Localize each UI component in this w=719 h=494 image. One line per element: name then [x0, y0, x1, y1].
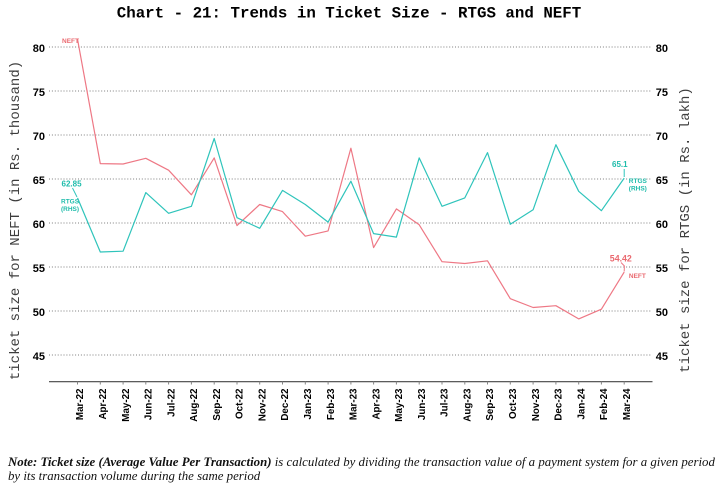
svg-text:Jan-23: Jan-23 — [303, 388, 314, 420]
svg-text:May-23: May-23 — [394, 388, 405, 422]
svg-text:65: 65 — [33, 175, 45, 187]
svg-text:60: 60 — [656, 219, 668, 231]
svg-text:Oct-23: Oct-23 — [508, 388, 519, 419]
svg-text:Aug-23: Aug-23 — [463, 388, 474, 422]
svg-text:Nov-23: Nov-23 — [531, 388, 542, 421]
svg-text:RTGS: RTGS — [629, 178, 648, 185]
svg-text:80: 80 — [33, 43, 45, 55]
svg-text:Jun-23: Jun-23 — [417, 388, 428, 420]
svg-text:Apr-23: Apr-23 — [371, 388, 382, 420]
svg-text:60: 60 — [33, 219, 45, 231]
svg-text:NEFT: NEFT — [629, 273, 646, 280]
svg-text:RTGS: RTGS — [61, 199, 80, 206]
svg-text:Mar-23: Mar-23 — [349, 388, 360, 420]
svg-text:65.1: 65.1 — [612, 160, 628, 169]
svg-text:75: 75 — [656, 87, 668, 99]
svg-text:Feb-24: Feb-24 — [599, 388, 610, 420]
svg-text:70: 70 — [33, 131, 45, 143]
svg-text:Mar-22: Mar-22 — [75, 388, 86, 420]
svg-text:Jun-22: Jun-22 — [144, 388, 155, 420]
svg-text:80: 80 — [656, 43, 668, 55]
svg-text:70: 70 — [656, 131, 668, 143]
svg-text:Jul-22: Jul-22 — [166, 388, 177, 417]
svg-text:Dec-22: Dec-22 — [280, 388, 291, 421]
svg-text:45: 45 — [33, 351, 45, 363]
svg-text:Mar-24: Mar-24 — [622, 388, 633, 420]
svg-text:(RHS): (RHS) — [61, 206, 79, 213]
svg-text:50: 50 — [656, 307, 668, 319]
svg-text:Chart - 21: Trends in Ticket S: Chart - 21: Trends in Ticket Size - RTGS… — [117, 5, 582, 23]
svg-text:62.85: 62.85 — [62, 180, 83, 189]
svg-text:ticket size for RTGS (in Rs. l: ticket size for RTGS (in Rs. lakh) — [678, 87, 694, 373]
svg-text:by its transaction volume duri: by its transaction volume during the sam… — [8, 469, 261, 483]
svg-text:ticket size for NEFT (in Rs. t: ticket size for NEFT (in Rs. thousand) — [8, 61, 24, 380]
svg-text:Apr-22: Apr-22 — [98, 388, 109, 420]
svg-text:75: 75 — [33, 87, 45, 99]
svg-text:45: 45 — [656, 351, 668, 363]
svg-text:Note: Ticket size (Average Val: Note: Ticket size (Average Value Per Tra… — [7, 455, 715, 469]
svg-text:Sep-22: Sep-22 — [212, 388, 223, 421]
svg-text:Feb-23: Feb-23 — [326, 388, 337, 420]
svg-text:55: 55 — [656, 263, 668, 275]
svg-text:55: 55 — [33, 263, 45, 275]
svg-text:Dec-23: Dec-23 — [554, 388, 565, 421]
svg-text:54.42: 54.42 — [610, 254, 632, 264]
svg-text:Jul-23: Jul-23 — [440, 388, 451, 417]
svg-text:Sep-23: Sep-23 — [485, 388, 496, 421]
svg-text:(RHS): (RHS) — [629, 186, 647, 193]
svg-text:50: 50 — [33, 307, 45, 319]
svg-text:Oct-22: Oct-22 — [235, 388, 246, 419]
svg-text:Aug-22: Aug-22 — [189, 388, 200, 422]
svg-text:Nov-22: Nov-22 — [257, 388, 268, 421]
svg-text:Jan-24: Jan-24 — [576, 388, 587, 420]
svg-text:65: 65 — [656, 175, 668, 187]
svg-text:NEFT: NEFT — [62, 38, 79, 45]
svg-text:May-22: May-22 — [121, 388, 132, 422]
